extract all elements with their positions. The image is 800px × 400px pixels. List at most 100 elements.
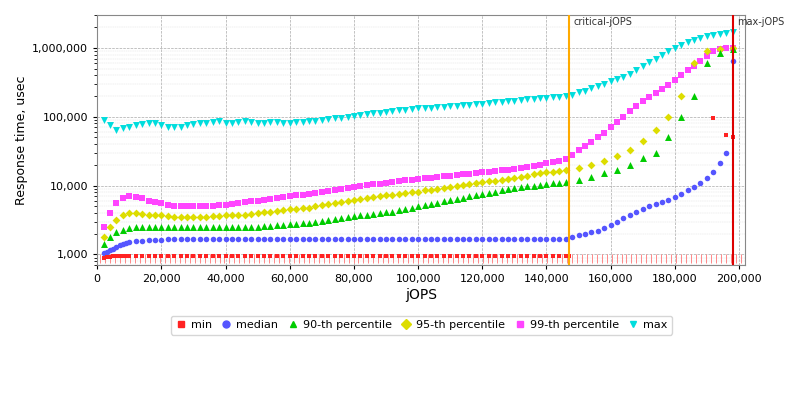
99-th percentile [187, 203, 200, 210]
99-th percentile [617, 114, 630, 120]
95-th percentile [714, 46, 726, 52]
90-th percentile [726, 46, 739, 52]
95-th percentile [354, 196, 366, 202]
90-th percentile [431, 200, 444, 206]
max [354, 112, 366, 118]
median [688, 184, 701, 190]
90-th percentile [302, 220, 315, 226]
min [200, 252, 213, 259]
95-th percentile [418, 187, 431, 194]
99-th percentile [457, 171, 470, 178]
90-th percentile [463, 193, 476, 200]
min [399, 252, 412, 259]
max [438, 104, 450, 110]
99-th percentile [155, 200, 168, 207]
95-th percentile [726, 45, 739, 51]
99-th percentile [258, 197, 270, 203]
99-th percentile [123, 193, 136, 200]
99-th percentile [130, 194, 142, 200]
90-th percentile [142, 224, 155, 230]
Legend: min, median, 90-th percentile, 95-th percentile, 99-th percentile, max: min, median, 90-th percentile, 95-th per… [170, 316, 672, 334]
median [649, 201, 662, 207]
max [149, 120, 162, 126]
median [476, 236, 489, 242]
max [444, 103, 457, 110]
95-th percentile [662, 114, 675, 120]
90-th percentile [360, 211, 373, 218]
min [114, 252, 126, 259]
max [136, 121, 149, 127]
median [707, 168, 720, 175]
99-th percentile [546, 159, 559, 165]
95-th percentile [200, 214, 213, 220]
median [187, 236, 200, 242]
min [283, 252, 296, 259]
min [309, 252, 322, 259]
median [431, 236, 444, 242]
min [457, 252, 470, 259]
99-th percentile [232, 200, 245, 207]
95-th percentile [341, 198, 354, 204]
max [130, 122, 142, 128]
max [322, 116, 334, 122]
min [366, 252, 379, 259]
max [251, 120, 264, 126]
99-th percentile [598, 130, 610, 136]
median [701, 174, 714, 181]
median [495, 236, 508, 242]
90-th percentile [399, 206, 412, 213]
99-th percentile [315, 189, 328, 196]
90-th percentile [366, 210, 379, 217]
max [425, 104, 438, 111]
max [534, 95, 546, 102]
90-th percentile [149, 224, 162, 230]
99-th percentile [566, 152, 578, 158]
max [194, 120, 206, 126]
90-th percentile [104, 234, 117, 240]
min [107, 253, 120, 260]
max [636, 63, 649, 70]
X-axis label: jOPS: jOPS [406, 288, 438, 302]
median [585, 229, 598, 236]
min [155, 252, 168, 259]
median [412, 236, 425, 242]
median [136, 238, 149, 244]
99-th percentile [642, 94, 655, 100]
median [669, 194, 682, 200]
90-th percentile [476, 190, 489, 197]
min [425, 252, 438, 259]
99-th percentile [206, 202, 219, 209]
max [219, 120, 232, 126]
90-th percentile [470, 192, 482, 198]
max [463, 102, 476, 108]
min [373, 252, 386, 259]
95-th percentile [502, 176, 514, 182]
max [283, 120, 296, 126]
99-th percentile [585, 139, 598, 145]
95-th percentile [104, 224, 117, 230]
99-th percentile [290, 192, 302, 199]
min [495, 252, 508, 259]
95-th percentile [219, 212, 232, 218]
99-th percentile [610, 118, 623, 125]
90-th percentile [181, 224, 194, 230]
min [117, 252, 130, 259]
99-th percentile [341, 185, 354, 191]
90-th percentile [219, 224, 232, 230]
max [495, 98, 508, 105]
95-th percentile [438, 184, 450, 191]
min [110, 253, 123, 259]
median [296, 236, 309, 242]
median [366, 236, 379, 242]
max [213, 117, 226, 124]
95-th percentile [315, 202, 328, 208]
95-th percentile [495, 176, 508, 183]
90-th percentile [540, 181, 553, 187]
median [283, 236, 296, 242]
90-th percentile [598, 170, 610, 177]
95-th percentile [482, 178, 495, 185]
min [149, 252, 162, 259]
median [309, 236, 322, 242]
median [399, 236, 412, 242]
min [142, 252, 155, 259]
